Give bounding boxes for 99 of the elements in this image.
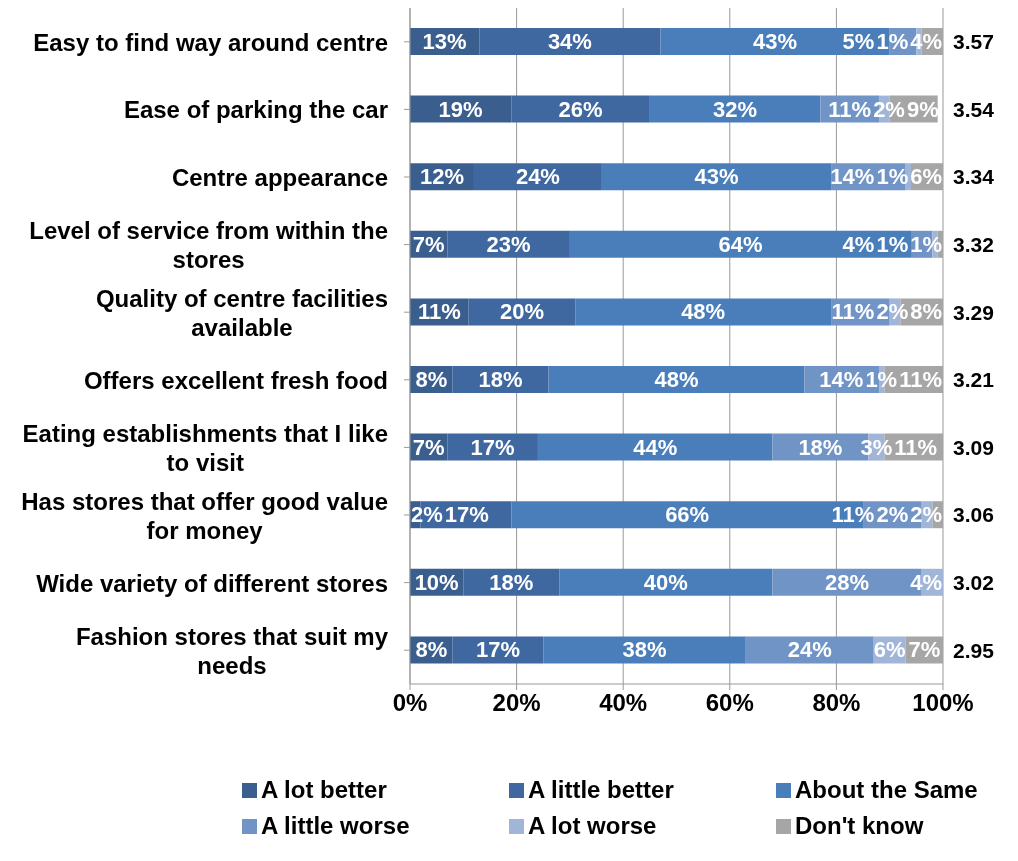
data-label: 26% <box>558 96 603 122</box>
x-tick-label: 60% <box>705 689 754 717</box>
text: 3.02 <box>953 571 994 595</box>
data-label: 2% <box>411 502 443 528</box>
y-tick-label: Wide variety of different stores <box>36 569 388 597</box>
data-label: 24% <box>515 164 560 190</box>
data-label: 1% <box>910 231 942 257</box>
x-tick-label: 20% <box>492 689 541 717</box>
bar <box>548 366 805 393</box>
y-tick-label: Has stores that offer good value for money <box>21 487 389 543</box>
data-label: 2% <box>876 299 909 325</box>
data-label: 18% <box>798 434 843 460</box>
data-label: 64% <box>718 231 763 257</box>
data-label: 32% <box>713 96 758 122</box>
data-label: 44% <box>633 434 678 460</box>
y-tick-label: Level of service from within the stores <box>29 216 388 273</box>
data-label: 6% <box>910 164 942 190</box>
legend-label: About the Same <box>795 776 978 804</box>
data-label: 11% <box>831 299 875 325</box>
data-label: 4% <box>910 29 942 54</box>
y-tick-label: Offers excellent fresh food <box>83 366 388 394</box>
y-tick-label: Centre appearance <box>171 163 388 191</box>
data-label: 4% <box>842 231 875 257</box>
x-tick-label: 0% <box>392 689 428 717</box>
data-label: 6% <box>873 637 906 663</box>
legend-label: A lot worse <box>528 812 657 840</box>
x-tick-label: 100% <box>912 689 974 717</box>
data-label: 14% <box>819 367 864 392</box>
data-label: 1% <box>876 164 909 190</box>
data-label: 43% <box>753 29 798 54</box>
data-label: 8% <box>415 637 448 663</box>
bar <box>537 433 773 461</box>
data-label: 17% <box>475 637 520 663</box>
data-label: 48% <box>654 367 699 392</box>
data-label: 11% <box>899 367 942 392</box>
data-label: 28% <box>825 569 870 595</box>
data-label: 11% <box>894 434 938 460</box>
y-tick-label: Fashion stores that suit my needs <box>75 622 389 679</box>
text: 3.29 <box>953 300 994 324</box>
data-label: 4% <box>910 569 942 595</box>
bar <box>543 636 746 664</box>
data-label: 3% <box>860 434 893 460</box>
data-label: 18% <box>478 367 523 392</box>
text: 3.57 <box>953 30 994 54</box>
data-label: 8% <box>910 299 942 325</box>
data-label: 38% <box>622 637 667 663</box>
data-label: 43% <box>694 164 739 190</box>
text: 3.34 <box>953 165 995 189</box>
data-label: 2% <box>910 502 942 528</box>
data-label: 14% <box>830 164 875 190</box>
text: 3.54 <box>953 97 995 121</box>
bar <box>649 95 821 123</box>
x-tick-label: 80% <box>812 689 861 717</box>
data-label: 1% <box>865 367 898 392</box>
data-label: 24% <box>787 637 832 663</box>
text: 3.32 <box>953 233 994 257</box>
text: 2.95 <box>953 638 995 662</box>
data-label: 48% <box>681 299 726 325</box>
data-label: 11% <box>831 502 875 528</box>
data-label: 7% <box>412 434 445 460</box>
bar <box>575 298 832 326</box>
data-label: 5% <box>842 29 875 54</box>
y-tick-label: Quality of centre facilities available <box>95 284 388 341</box>
x-tick-label: 40% <box>599 689 648 717</box>
y-tick-label: Easy to find way around centre <box>33 28 388 56</box>
data-label: 11% <box>417 299 461 325</box>
data-label: 7% <box>908 637 941 663</box>
bar <box>479 28 661 55</box>
data-label: 17% <box>470 434 515 460</box>
data-label: 11% <box>828 96 872 122</box>
text: 3.21 <box>953 368 995 392</box>
data-label: 17% <box>444 502 489 528</box>
data-label: 2% <box>873 96 905 122</box>
data-label: 1% <box>876 29 909 54</box>
data-label: 2% <box>876 502 909 528</box>
data-label: 19% <box>438 96 483 122</box>
bar <box>559 568 773 596</box>
data-label: 12% <box>419 164 464 190</box>
legend-label: A lot better <box>261 776 387 804</box>
data-label: 7% <box>412 231 445 257</box>
data-label: 1% <box>876 231 909 257</box>
legend-label: A little better <box>528 776 674 804</box>
data-label: 66% <box>665 502 710 528</box>
y-tick-label: Ease of parking the car <box>123 95 388 123</box>
text: 3.09 <box>953 435 994 459</box>
data-label: 13% <box>422 29 467 54</box>
data-label: 9% <box>906 96 939 122</box>
y-tick-label: Eating establishments that I like to visit <box>22 419 389 476</box>
text: 3.06 <box>953 503 994 527</box>
legend-label: Don't know <box>795 812 924 840</box>
bar <box>601 163 832 191</box>
data-label: 20% <box>499 299 544 325</box>
legend-label: A little worse <box>261 812 410 840</box>
data-label: 40% <box>643 569 688 595</box>
data-label: 23% <box>486 231 531 257</box>
data-label: 10% <box>414 569 459 595</box>
data-label: 34% <box>547 29 592 54</box>
data-label: 18% <box>489 569 534 595</box>
data-label: 8% <box>415 367 448 392</box>
